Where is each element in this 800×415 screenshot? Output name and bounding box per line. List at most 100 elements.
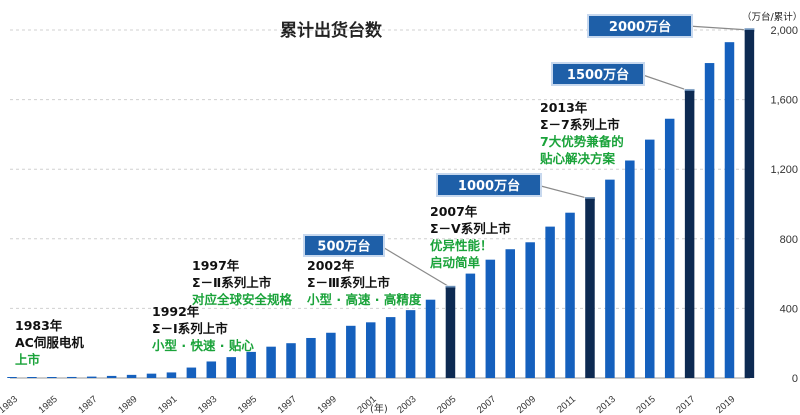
annotation-highlight: 启动简单 (430, 255, 481, 270)
bar-1990 (146, 373, 157, 378)
bar-2011 (565, 212, 575, 378)
bar-1992 (186, 367, 197, 378)
annotation-text: Σ－7系列上市 (540, 117, 620, 132)
bar-2006 (465, 273, 476, 378)
bar-1985 (47, 377, 57, 378)
x-tick-label: 2007 (475, 394, 498, 415)
x-tick-label: 2009 (515, 394, 538, 415)
bar-2009 (525, 242, 535, 378)
y-tick-label: 2,000 (770, 25, 798, 37)
y-axis-ticks: 0 400 800 1,200 1,600 2,000 (770, 25, 798, 385)
bar-2020 (744, 30, 755, 378)
bar-1991 (166, 372, 177, 378)
bar-1995 (246, 351, 256, 378)
bar-2016 (664, 118, 675, 379)
x-tick-label: 1993 (196, 394, 219, 415)
bar-1993 (206, 361, 217, 378)
x-tick-label: 1985 (37, 394, 60, 415)
milestone-badge-label: 500万台 (317, 239, 370, 255)
bar-1988 (106, 375, 117, 378)
milestone-badge-label: 1000万台 (458, 178, 520, 194)
milestone-badge-label: 1500万台 (567, 67, 629, 83)
annotation-text: Σ－Ⅱ系列上市 (192, 275, 272, 290)
milestone-badge (551, 62, 645, 86)
annotation-text: 1992年 (152, 304, 200, 319)
bar-2008 (505, 249, 515, 378)
x-tick-label: 1999 (316, 394, 339, 415)
x-tick-label: 1989 (116, 394, 139, 415)
annotation-text: 1983年 (15, 318, 63, 333)
x-tick-label: 2003 (395, 394, 418, 415)
annotation-highlight: 小型 · 高速 · 高精度 (306, 292, 422, 307)
y-tick-label: 1,200 (770, 164, 798, 176)
annotation-text: Σ－Ⅰ系列上市 (152, 321, 228, 336)
bar-1994 (226, 357, 236, 378)
bar-1997 (286, 343, 296, 378)
annotation-highlight: 上市 (15, 352, 41, 367)
x-tick-label: 2005 (435, 394, 458, 415)
milestone-badge (436, 173, 542, 197)
milestone-badge (587, 14, 693, 38)
x-tick-label: 1991 (156, 394, 179, 415)
bar-2010 (545, 226, 555, 378)
annotation-text: 2013年 (540, 100, 588, 115)
x-tick-label: 2017 (674, 394, 697, 415)
bar-2002 (385, 317, 396, 378)
x-tick-label: 1983 (0, 394, 20, 415)
bar-2013 (605, 179, 615, 378)
annotation-text: Σ－Ⅴ系列上市 (430, 221, 511, 236)
bar-1989 (126, 374, 137, 378)
badge-connector (639, 73, 690, 92)
annotation-highlight: 对应全球安全规格 (192, 292, 293, 307)
annotation-text: 2002年 (307, 258, 355, 273)
bar-2000 (346, 325, 356, 378)
x-tick-label: 1997 (276, 394, 299, 415)
annotation-text: 2007年 (430, 204, 478, 219)
bar-1986 (67, 376, 77, 378)
x-tick-label: 1987 (76, 394, 99, 415)
x-tick-label: 1995 (236, 394, 259, 415)
x-axis-ticks: 1983 1985 1987 1989 1991 1993 1995 1997 1999 2001… (0, 394, 737, 415)
x-tick-label: 2011 (555, 394, 578, 415)
annotation-highlight: 小型 · 快速 · 贴心 (151, 338, 254, 353)
chart-title: 累计出货台数 (280, 20, 383, 41)
bar-1987 (86, 376, 97, 378)
bars (7, 30, 755, 379)
y-tick-label: 1,600 (770, 95, 798, 107)
bar-1998 (306, 337, 316, 378)
bar-2005 (445, 287, 456, 378)
bar-2007 (485, 259, 496, 378)
milestone-badge-label: 2000万台 (609, 19, 671, 35)
bar-2018 (704, 63, 715, 379)
bar-2004 (425, 299, 436, 378)
x-tick-label: 2019 (714, 394, 737, 415)
milestone-badges: 500万台 1000万台 1500万台 2000万台 (303, 14, 693, 257)
bar-2001 (365, 322, 376, 378)
bar-2017 (684, 90, 695, 379)
annotation-highlight: 贴心解决方案 (540, 151, 616, 166)
x-tick-label: 2015 (634, 394, 657, 415)
bar-2012 (585, 198, 595, 378)
annotation-text: AC伺服电机 (15, 335, 84, 350)
bar-2015 (645, 139, 655, 378)
y-tick-label: 800 (780, 234, 798, 246)
annotation-text: 1997年 (192, 258, 240, 273)
annotation-highlight: 优异性能！ (430, 238, 493, 253)
badge-connector (379, 244, 451, 289)
badge-connector (687, 25, 750, 31)
y-unit-label: （万台/累计） (742, 11, 800, 23)
bar-2003 (405, 310, 416, 378)
badge-connector (536, 184, 591, 200)
bar-1999 (326, 332, 336, 378)
x-unit-label: (年) (370, 402, 388, 415)
bar-2014 (625, 160, 635, 378)
bar-1983 (7, 377, 17, 378)
bar-1984 (27, 377, 37, 378)
bar-2019 (724, 42, 735, 379)
y-tick-label: 400 (780, 303, 798, 315)
milestone-badge (303, 234, 385, 257)
bar-1996 (266, 346, 276, 378)
annotation-text: Σ－Ⅲ系列上市 (307, 275, 390, 290)
